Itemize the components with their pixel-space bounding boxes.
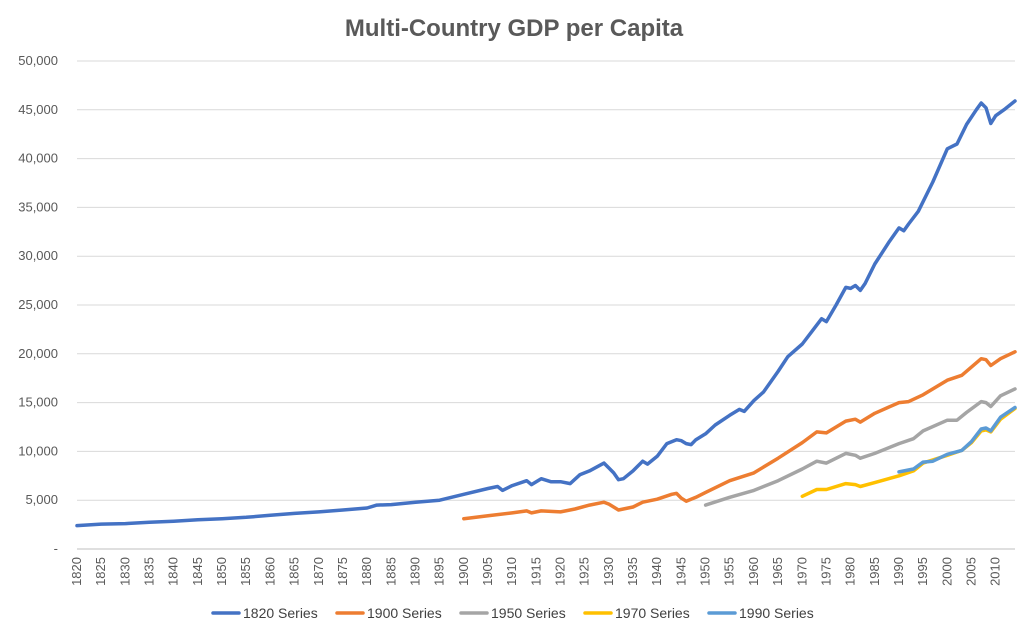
x-tick-label: 1940 [649,557,664,586]
x-tick-label: 1970 [794,557,809,586]
y-tick-label: 20,000 [18,346,58,361]
x-tick-label: 1975 [818,557,833,586]
x-axis-tick-labels: 1820 1825 1830 1835 1840 1845 1850 1855 1860 1865… [69,557,1003,586]
x-tick-label: 1845 [190,557,205,586]
x-tick-label: 1960 [746,557,761,586]
y-tick-label: 25,000 [18,297,58,312]
y-tick-label: 10,000 [18,443,58,458]
x-tick-label: 1865 [287,557,302,586]
x-tick-label: 1925 [577,557,592,586]
x-tick-label: 2000 [939,557,954,586]
x-tick-label: 1920 [553,557,568,586]
x-tick-label: 1860 [262,557,277,586]
x-tick-label: 1835 [142,557,157,586]
series-line-1900-series [462,350,1017,521]
chart-title: Multi-Country GDP per Capita [345,15,684,42]
series-line-1950-series [703,387,1017,507]
y-tick-label: 40,000 [18,151,58,166]
x-tick-label: 1910 [504,557,519,586]
x-tick-label: 1825 [93,557,108,586]
legend-label-1900-series: 1900 Series [367,605,442,621]
x-tick-label: 1915 [528,557,543,586]
y-tick-label: 15,000 [18,395,58,410]
y-tick-label: - [54,541,58,556]
series-line-1990-series [897,405,1017,474]
y-tick-label: 45,000 [18,102,58,117]
x-tick-label: 1830 [117,557,132,586]
legend: 1820 Series 1900 Series 1950 Series 1970 Se… [211,605,814,621]
x-tick-label: 2005 [963,557,978,586]
gridlines [77,60,1015,550]
legend-label-1990-series: 1990 Series [739,605,814,621]
series-lines [75,99,1017,528]
x-tick-label: 1990 [891,557,906,586]
series-line-1970-series [800,406,1017,499]
x-tick-label: 1955 [722,557,737,586]
x-tick-label: 1870 [311,557,326,586]
x-tick-label: 1995 [915,557,930,586]
legend-label-1820-series: 1820 Series [243,605,318,621]
x-tick-label: 1950 [698,557,713,586]
x-tick-label: 1935 [625,557,640,586]
x-tick-label: 1840 [166,557,181,586]
x-tick-label: 2010 [988,557,1003,586]
x-tick-label: 1850 [214,557,229,586]
x-tick-label: 1945 [673,557,688,586]
x-tick-label: 1880 [359,557,374,586]
x-tick-label: 1965 [770,557,785,586]
x-tick-label: 1890 [407,557,422,586]
x-tick-label: 1855 [238,557,253,586]
x-tick-label: 1885 [383,557,398,586]
x-tick-label: 1930 [601,557,616,586]
y-tick-label: 50,000 [18,53,58,68]
y-tick-label: 35,000 [18,199,58,214]
x-tick-label: 1900 [456,557,471,586]
x-tick-label: 1980 [843,557,858,586]
x-tick-label: 1820 [69,557,84,586]
x-tick-label: 1985 [867,557,882,586]
x-tick-label: 1905 [480,557,495,586]
y-tick-label: 5,000 [25,492,58,507]
x-tick-label: 1875 [335,557,350,586]
x-tick-label: 1895 [432,557,447,586]
legend-label-1970-series: 1970 Series [615,605,690,621]
y-tick-label: 30,000 [18,248,58,263]
legend-label-1950-series: 1950 Series [491,605,566,621]
series-line-1820-series [75,99,1017,528]
y-axis-tick-labels: - 5,000 10,000 15,000 20,000 25,000 30,000 35,0… [18,53,58,556]
